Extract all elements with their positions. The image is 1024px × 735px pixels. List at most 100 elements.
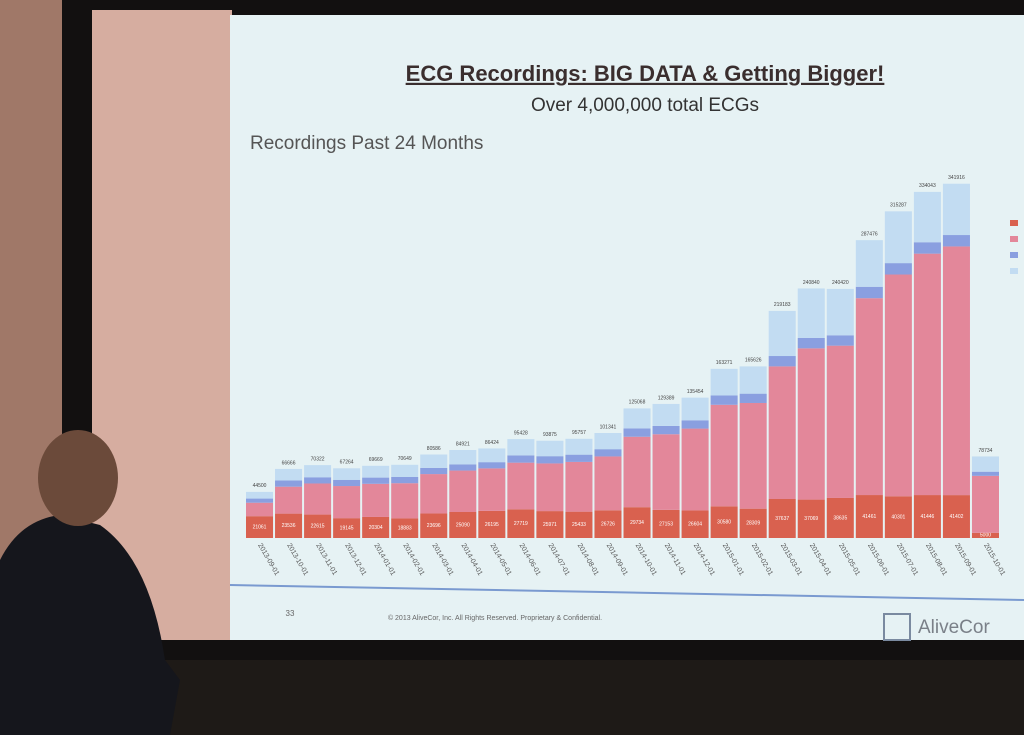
bar-segment bbox=[681, 420, 709, 429]
bar-segment bbox=[971, 475, 999, 533]
segment-label: 27153 bbox=[659, 521, 673, 527]
bar-segment bbox=[681, 397, 709, 421]
bar-segment bbox=[594, 510, 622, 538]
bar-segment bbox=[652, 509, 680, 538]
bar-segment bbox=[797, 288, 825, 338]
slide-number: 33 bbox=[286, 609, 295, 618]
presenter bbox=[0, 515, 180, 735]
segment-label: 25433 bbox=[572, 522, 586, 528]
segment-label: 37637 bbox=[775, 516, 789, 522]
segment-label: 25971 bbox=[543, 522, 557, 528]
bar-segment bbox=[884, 496, 912, 538]
slide-title: ECG Recordings: BIG DATA & Getting Bigge… bbox=[406, 61, 885, 86]
chart-title: Recordings Past 24 Months bbox=[250, 133, 483, 154]
bar-segment bbox=[623, 507, 651, 538]
bar-segment bbox=[507, 439, 535, 456]
slide-subtitle: Over 4,000,000 total ECGs bbox=[531, 95, 759, 116]
bar-segment bbox=[739, 393, 767, 403]
total-label: 240840 bbox=[803, 280, 820, 286]
bar-segment bbox=[739, 366, 767, 394]
bar-segment bbox=[739, 402, 767, 509]
bar-segment bbox=[594, 456, 622, 511]
total-label: 240420 bbox=[832, 280, 849, 286]
bar-segment bbox=[304, 514, 332, 538]
bar-segment bbox=[420, 474, 448, 514]
total-label: 84921 bbox=[456, 441, 470, 447]
bar-segment bbox=[420, 454, 448, 468]
segment-label: 19145 bbox=[340, 525, 354, 531]
bar-segment bbox=[565, 511, 593, 538]
segment-label: 29734 bbox=[630, 520, 644, 526]
total-label: 163271 bbox=[716, 360, 733, 366]
bar-segment bbox=[362, 465, 390, 478]
footer-text: © 2013 AliveCor, Inc. All Rights Reserve… bbox=[388, 614, 602, 622]
segment-label: 41461 bbox=[862, 514, 876, 520]
bar-segment bbox=[304, 465, 332, 478]
segment-label: 25090 bbox=[456, 522, 470, 528]
total-label: 129389 bbox=[658, 395, 675, 401]
total-label: 334043 bbox=[919, 183, 936, 189]
bar-segment bbox=[246, 498, 274, 503]
bar-segment bbox=[913, 253, 941, 496]
bar-segment bbox=[710, 506, 738, 538]
bar-segment bbox=[884, 274, 912, 497]
total-label: 69669 bbox=[369, 457, 383, 463]
total-label: 66666 bbox=[282, 460, 296, 466]
total-label: 93875 bbox=[543, 432, 557, 438]
bar-segment bbox=[478, 448, 506, 463]
bar-segment bbox=[942, 235, 970, 247]
bar-segment bbox=[768, 356, 796, 367]
bar-segment bbox=[739, 508, 767, 538]
segment-label: 37069 bbox=[804, 516, 818, 522]
bar-segment bbox=[478, 510, 506, 538]
bar-segment bbox=[478, 468, 506, 511]
bar-segment bbox=[942, 183, 970, 236]
bar-segment bbox=[478, 462, 506, 469]
bar-segment bbox=[507, 462, 535, 510]
bar-segment bbox=[768, 366, 796, 500]
bar-segment bbox=[420, 467, 448, 475]
segment-label: 38635 bbox=[833, 515, 847, 521]
legend-swatch bbox=[1010, 252, 1018, 258]
bar-segment bbox=[797, 499, 825, 538]
bar-segment bbox=[391, 483, 419, 519]
segment-label: 5000 bbox=[980, 533, 991, 539]
total-label: 219183 bbox=[774, 302, 791, 308]
bar-segment bbox=[565, 461, 593, 512]
segment-label: 41402 bbox=[949, 514, 963, 520]
bar-segment bbox=[275, 480, 303, 487]
segment-label: 27719 bbox=[514, 521, 528, 527]
presenter-head bbox=[38, 430, 118, 526]
bar-segment bbox=[565, 454, 593, 462]
bar-segment bbox=[449, 470, 477, 513]
total-label: 80586 bbox=[427, 446, 441, 452]
bar-segment bbox=[449, 464, 477, 471]
bar-segment bbox=[826, 345, 854, 498]
total-label: 95757 bbox=[572, 430, 586, 436]
bar-segment bbox=[333, 479, 361, 487]
bar-segment bbox=[594, 432, 622, 450]
bar-segment bbox=[362, 516, 390, 538]
segment-label: 23696 bbox=[427, 523, 441, 529]
bar-segment bbox=[971, 532, 999, 538]
bar-segment bbox=[275, 513, 303, 538]
logo: AliveCor bbox=[918, 617, 990, 638]
bar-segment bbox=[275, 468, 303, 481]
bar-segment bbox=[797, 337, 825, 349]
bar-segment bbox=[623, 408, 651, 429]
bar-segment bbox=[855, 240, 883, 287]
total-label: 95428 bbox=[514, 430, 528, 436]
segment-label: 21061 bbox=[253, 524, 267, 530]
bar-segment bbox=[652, 425, 680, 435]
bar-segment bbox=[913, 495, 941, 538]
bar-segment bbox=[768, 310, 796, 357]
logo-icon bbox=[883, 613, 911, 641]
bar-segment bbox=[333, 518, 361, 538]
total-label: 86424 bbox=[485, 440, 499, 446]
total-label: 44500 bbox=[253, 483, 267, 489]
legend-swatch bbox=[1010, 236, 1018, 242]
segment-label: 22615 bbox=[311, 524, 325, 530]
total-label: 165626 bbox=[745, 358, 762, 364]
bar-segment bbox=[797, 348, 825, 500]
bar-segment bbox=[246, 502, 274, 517]
